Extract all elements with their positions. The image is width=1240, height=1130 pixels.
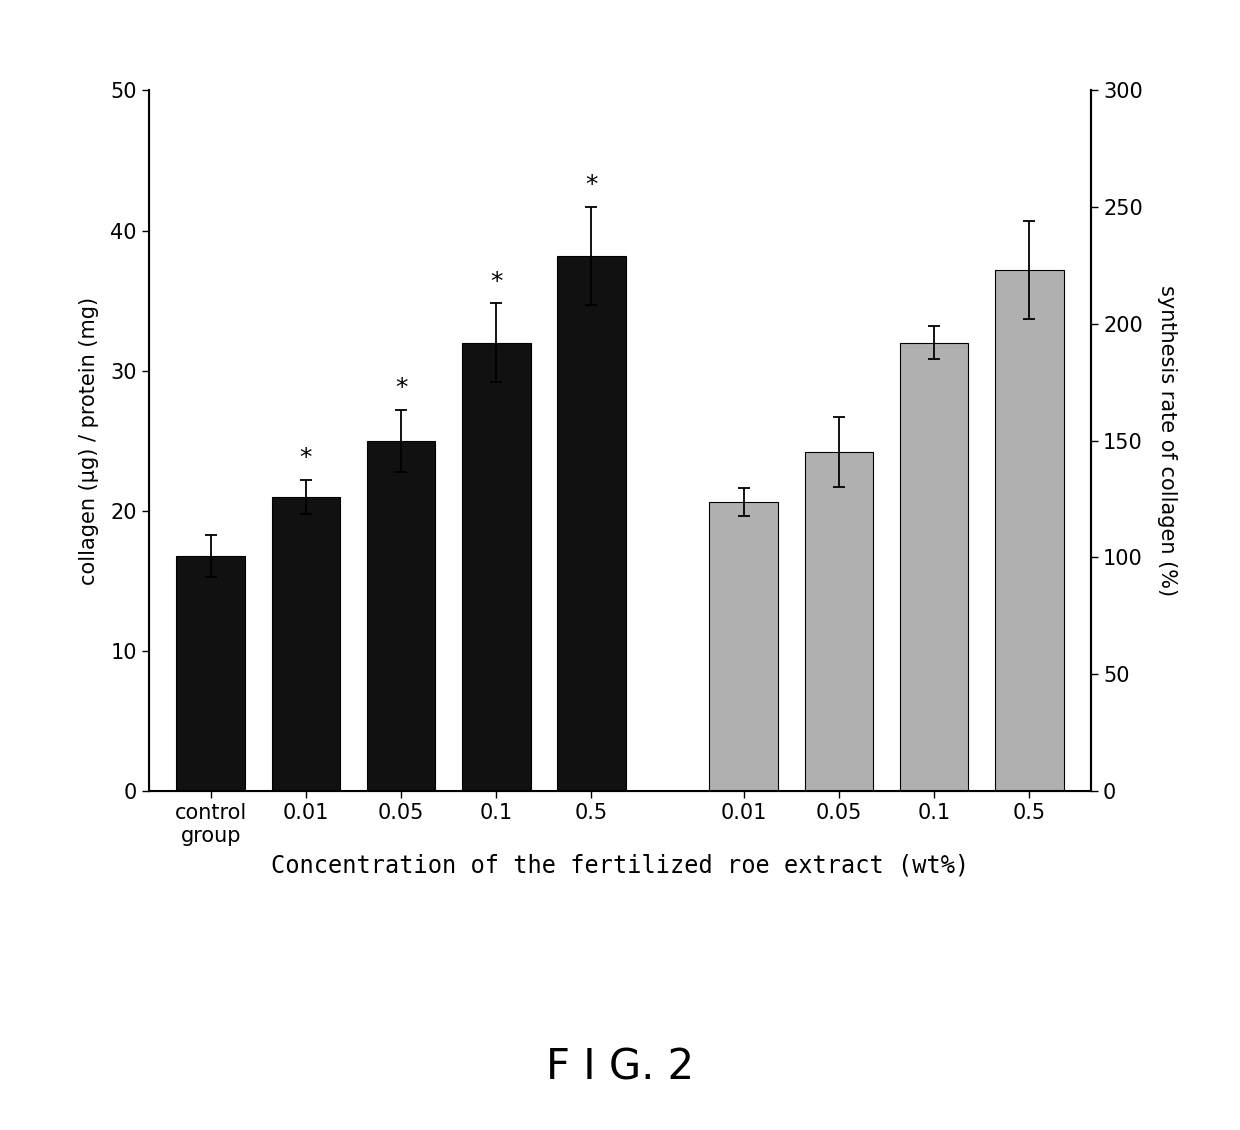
Bar xyxy=(994,270,1064,791)
Bar xyxy=(900,342,968,791)
Bar xyxy=(709,503,777,791)
Text: *: * xyxy=(490,270,502,294)
Bar xyxy=(272,497,340,791)
Y-axis label: collagen (μg) / protein (mg): collagen (μg) / protein (mg) xyxy=(79,297,99,584)
Bar xyxy=(805,452,873,791)
Text: F I G. 2: F I G. 2 xyxy=(546,1046,694,1089)
Text: *: * xyxy=(300,446,312,470)
Text: Concentration of the fertilized roe extract (wt%): Concentration of the fertilized roe extr… xyxy=(270,853,970,877)
Text: *: * xyxy=(394,376,407,400)
Y-axis label: synthesis rate of collagen (%): synthesis rate of collagen (%) xyxy=(1157,285,1177,597)
Bar xyxy=(463,342,531,791)
Text: *: * xyxy=(585,173,598,197)
Bar xyxy=(557,255,626,791)
Bar xyxy=(176,556,246,791)
Bar xyxy=(367,441,435,791)
